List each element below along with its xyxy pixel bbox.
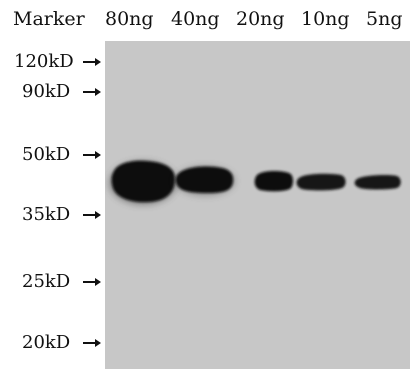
lane-label-10ng: 10ng [301,8,350,30]
marker-90kd: 90kD [22,81,71,102]
lane-label-5ng: 5ng [366,8,403,30]
membrane-background [105,41,410,369]
band-40ng [175,166,235,196]
marker-50kd: 50kD [22,144,71,165]
band-20ng [254,170,294,192]
arrow-icon [83,88,101,96]
arrow-icon [83,211,101,219]
lane-label-80ng: 80ng [105,8,154,30]
marker-120kd: 120kD [14,51,74,72]
marker-25kd: 25kD [22,271,71,292]
band-10ng [296,173,346,191]
western-blot-membrane [105,41,410,369]
arrow-icon [83,339,101,347]
marker-20kd: 20kD [22,332,71,353]
header-marker: Marker [13,8,85,30]
arrow-icon [83,58,101,66]
lane-label-20ng: 20ng [236,8,285,30]
lane-label-40ng: 40ng [171,8,220,30]
marker-35kd: 35kD [22,204,71,225]
arrow-icon [83,278,101,286]
band-80ng [109,160,177,205]
arrow-icon [83,151,101,159]
band-5ng [354,175,401,190]
